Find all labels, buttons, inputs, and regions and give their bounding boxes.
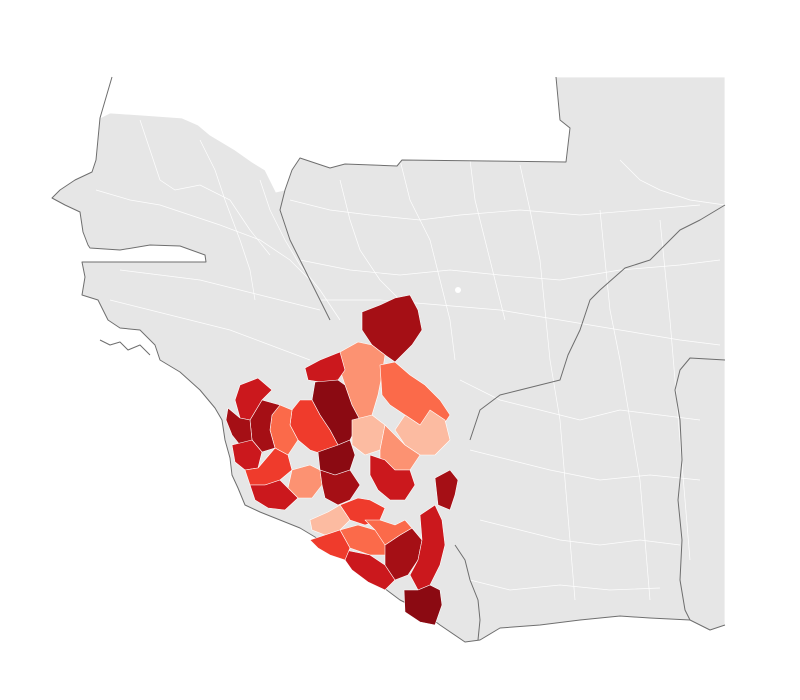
district-r15 — [234, 377, 273, 421]
district-r10 — [369, 454, 416, 501]
district-r20 — [249, 479, 299, 511]
district-r02 — [339, 341, 386, 421]
district-r03 — [304, 351, 346, 383]
internal-borders — [95, 119, 726, 601]
border-line-north — [279, 76, 571, 321]
district-r29 — [403, 584, 443, 626]
lake-mark — [455, 287, 461, 293]
district-r24 — [309, 504, 351, 536]
district-r25 — [344, 549, 396, 591]
border-line-east — [469, 204, 726, 441]
border-line-coteivoire — [454, 544, 481, 641]
border-line-east2 — [674, 357, 726, 621]
district-r26 — [309, 529, 351, 561]
district-r21 — [319, 469, 361, 506]
district-r07 — [394, 409, 451, 456]
district-r22 — [339, 497, 386, 526]
district-r01 — [361, 294, 423, 363]
island-coast — [99, 339, 151, 356]
district-r09 — [434, 469, 459, 511]
districts — [225, 294, 459, 626]
coastline — [51, 76, 726, 643]
district-r30 — [364, 519, 413, 546]
